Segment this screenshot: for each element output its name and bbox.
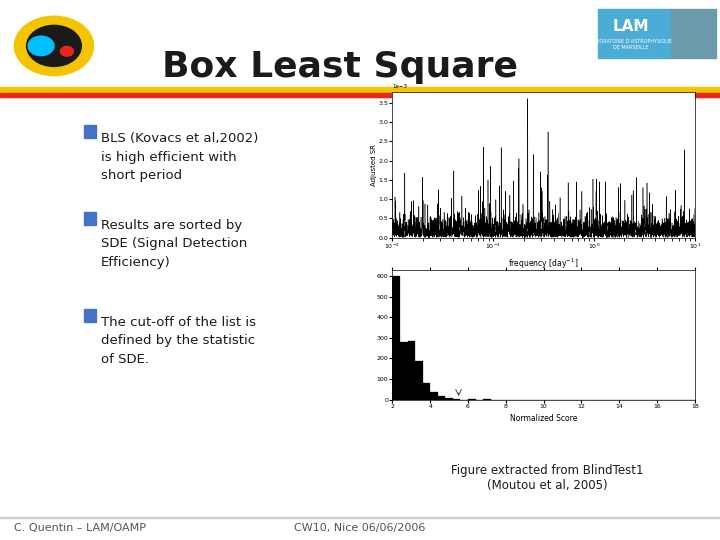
Text: LABORATOIRE D'ASTROPHYSIQUE
DE MARSEILLE: LABORATOIRE D'ASTROPHYSIQUE DE MARSEILLE (590, 39, 672, 50)
Bar (431, 393, 438, 400)
Bar (423, 382, 431, 400)
Text: Box Least Square: Box Least Square (162, 51, 518, 84)
Bar (598, 9, 671, 58)
Circle shape (28, 36, 54, 56)
X-axis label: frequency [day$^{-1}$]: frequency [day$^{-1}$] (508, 256, 579, 271)
X-axis label: Normalized Score: Normalized Score (510, 414, 577, 423)
Bar (84, 212, 96, 225)
Text: LAM: LAM (613, 19, 649, 33)
Text: Results are sorted by
SDE (Signal Detection
Efficiency): Results are sorted by SDE (Signal Detect… (101, 219, 247, 269)
Bar (453, 399, 461, 400)
Y-axis label: Adjusted SR: Adjusted SR (371, 144, 377, 186)
Bar (400, 342, 408, 400)
Bar (445, 398, 453, 400)
Bar (84, 309, 96, 322)
Text: The cut-off of the list is
defined by the statistic
of SDE.: The cut-off of the list is defined by th… (101, 316, 256, 366)
Bar (438, 396, 445, 400)
Bar (0, 93, 720, 97)
Bar (84, 125, 96, 138)
Bar (0, 517, 720, 518)
Circle shape (60, 46, 73, 56)
Circle shape (14, 16, 94, 76)
Bar (0, 87, 720, 97)
Text: BLS (Kovacs et al,2002)
is high efficient with
short period: BLS (Kovacs et al,2002) is high efficien… (101, 132, 258, 183)
Text: CW10, Nice 06/06/2006: CW10, Nice 06/06/2006 (294, 523, 426, 533)
Text: Figure extracted from BlindTest1
(Moutou et al, 2005): Figure extracted from BlindTest1 (Moutou… (451, 464, 644, 492)
Bar (671, 9, 716, 58)
Bar (392, 276, 400, 400)
Text: C. Quentin – LAM/OAMP: C. Quentin – LAM/OAMP (14, 523, 146, 533)
Bar (415, 361, 423, 400)
Circle shape (27, 25, 81, 66)
Bar (408, 341, 415, 400)
